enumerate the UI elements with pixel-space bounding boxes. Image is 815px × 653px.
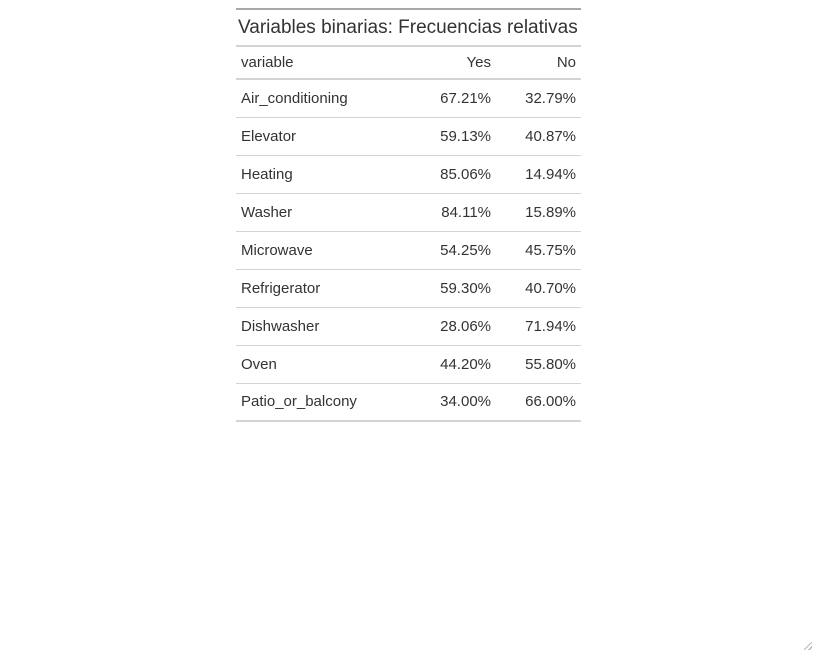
cell-variable: Refrigerator xyxy=(236,269,421,308)
cell-yes: 34.00% xyxy=(421,383,496,422)
cell-variable: Heating xyxy=(236,155,421,194)
table-row: Dishwasher 28.06% 71.94% xyxy=(236,307,581,346)
column-header-no: No xyxy=(496,47,581,80)
table-row: Patio_or_balcony 34.00% 66.00% xyxy=(236,383,581,422)
table-row: Elevator 59.13% 40.87% xyxy=(236,117,581,156)
cell-yes: 84.11% xyxy=(421,193,496,232)
cell-yes: 44.20% xyxy=(421,345,496,384)
cell-yes: 59.13% xyxy=(421,117,496,156)
frequency-table-container: Variables binarias: Frecuencias relativa… xyxy=(236,8,581,422)
cell-no: 32.79% xyxy=(496,79,581,118)
cell-variable: Washer xyxy=(236,193,421,232)
cell-variable: Air_conditioning xyxy=(236,79,421,118)
cell-no: 66.00% xyxy=(496,383,581,422)
cell-no: 40.70% xyxy=(496,269,581,308)
cell-variable: Dishwasher xyxy=(236,307,421,346)
table-title: Variables binarias: Frecuencias relativa… xyxy=(236,8,581,47)
table-row: Refrigerator 59.30% 40.70% xyxy=(236,269,581,308)
cell-no: 71.94% xyxy=(496,307,581,346)
cell-yes: 28.06% xyxy=(421,307,496,346)
table-row: Heating 85.06% 14.94% xyxy=(236,155,581,194)
cell-no: 55.80% xyxy=(496,345,581,384)
table-row: Washer 84.11% 15.89% xyxy=(236,193,581,232)
cell-no: 45.75% xyxy=(496,231,581,270)
frequency-table: variable Yes No Air_conditioning 67.21% … xyxy=(236,47,581,422)
resize-grip-icon[interactable] xyxy=(804,642,812,650)
table-row: Air_conditioning 67.21% 32.79% xyxy=(236,79,581,118)
cell-variable: Microwave xyxy=(236,231,421,270)
table-header-row: variable Yes No xyxy=(236,47,581,80)
cell-variable: Patio_or_balcony xyxy=(236,383,421,422)
cell-no: 40.87% xyxy=(496,117,581,156)
cell-yes: 85.06% xyxy=(421,155,496,194)
cell-yes: 59.30% xyxy=(421,269,496,308)
table-body: Air_conditioning 67.21% 32.79% Elevator … xyxy=(236,79,581,422)
cell-no: 15.89% xyxy=(496,193,581,232)
cell-no: 14.94% xyxy=(496,155,581,194)
cell-variable: Elevator xyxy=(236,117,421,156)
cell-yes: 67.21% xyxy=(421,79,496,118)
table-row: Oven 44.20% 55.80% xyxy=(236,345,581,384)
column-header-variable: variable xyxy=(236,47,421,80)
column-header-yes: Yes xyxy=(421,47,496,80)
cell-yes: 54.25% xyxy=(421,231,496,270)
table-row: Microwave 54.25% 45.75% xyxy=(236,231,581,270)
cell-variable: Oven xyxy=(236,345,421,384)
